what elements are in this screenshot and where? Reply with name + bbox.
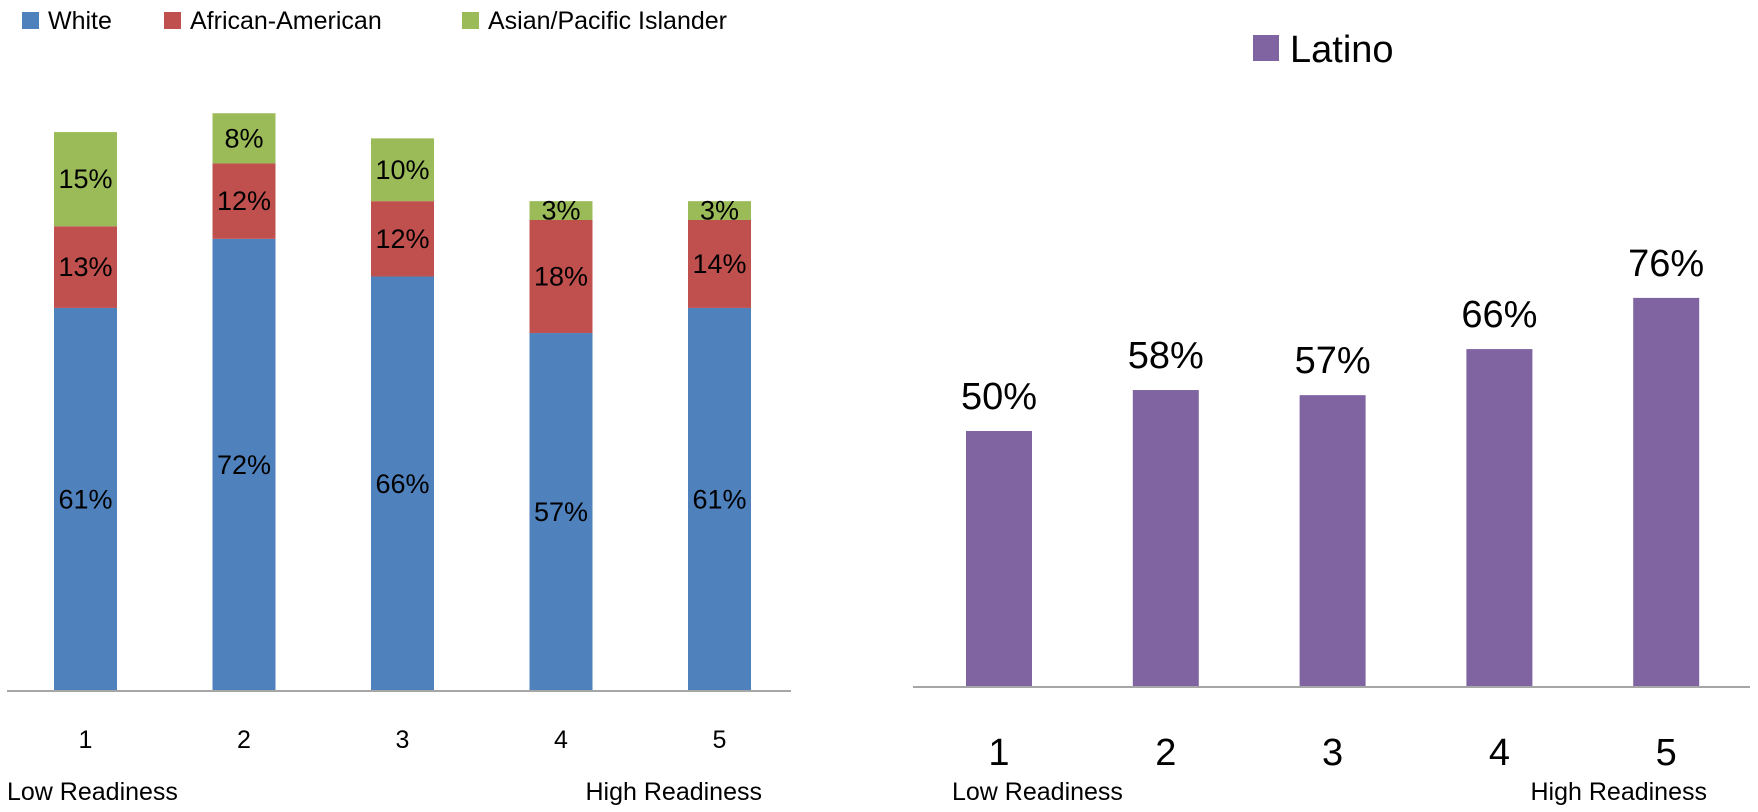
data-label-latino-3: 57%: [1295, 340, 1371, 382]
bar-white-5: [688, 307, 751, 691]
x-tick-label-1: 1: [988, 732, 1009, 774]
data-label-african-american-1: 13%: [58, 252, 112, 282]
bar-latino-1: [966, 431, 1032, 687]
data-label-asian-pacific-islander-5: 3%: [700, 196, 739, 226]
x-tick-label-4: 4: [1489, 732, 1510, 774]
legend-label-white: White: [48, 7, 112, 35]
data-label-asian-pacific-islander-2: 8%: [224, 123, 263, 153]
bar-african-american-5: [688, 220, 751, 308]
bar-asian-pacific-islander-3: [371, 138, 434, 202]
data-label-asian-pacific-islander-4: 3%: [541, 196, 580, 226]
x-axis-high-label: High Readiness: [586, 778, 763, 806]
bar-asian-pacific-islander-2: [212, 113, 276, 164]
legend-label-african-american: African-American: [190, 7, 382, 35]
bars: 61% 13% 15% 72% 12% 8% 66% 12% 10% 57% 18% 3% 61% 14%…: [54, 113, 751, 691]
legend: White African-American Asian/Pacific Isl…: [22, 7, 727, 35]
x-axis-low-label: Low Readiness: [7, 778, 178, 806]
data-label-latino-1: 50%: [961, 376, 1037, 418]
bar-white-2: [212, 238, 276, 691]
bar-asian-pacific-islander-5: [688, 201, 751, 220]
data-label-asian-pacific-islander-3: 10%: [375, 155, 429, 185]
bar-latino-4: [1466, 349, 1533, 687]
x-tick-label-3: 3: [396, 726, 410, 754]
x-tick-label-2: 2: [1155, 732, 1176, 774]
data-label-white-3: 66%: [375, 469, 429, 499]
x-axis-low-label: Low Readiness: [952, 778, 1123, 806]
data-label-white-1: 61%: [58, 484, 112, 514]
x-tick-label-1: 1: [79, 726, 93, 754]
x-tick-label-2: 2: [237, 726, 251, 754]
legend: Latino: [1253, 29, 1394, 71]
bar-asian-pacific-islander-4: [529, 201, 593, 220]
data-label-white-4: 57%: [534, 497, 588, 527]
bar-african-american-3: [371, 201, 434, 277]
x-tick-labels: 1 2 3 4 5: [79, 726, 727, 754]
data-label-white-5: 61%: [692, 484, 746, 514]
legend-swatch-latino: [1253, 35, 1279, 61]
data-label-african-american-3: 12%: [375, 224, 429, 254]
bar-latino-3: [1299, 395, 1366, 687]
data-label-white-2: 72%: [217, 450, 271, 480]
x-tick-label-5: 5: [1656, 732, 1677, 774]
bars: 50% 58% 57% 66% 76%: [961, 243, 1704, 687]
stacked-bar-chart: White African-American Asian/Pacific Isl…: [7, 7, 791, 806]
x-tick-label-3: 3: [1322, 732, 1343, 774]
x-axis-high-label: High Readiness: [1531, 778, 1708, 806]
legend-swatch-asian-pacific-islander: [462, 12, 479, 29]
x-tick-labels: 1 2 3 4 5: [988, 732, 1676, 774]
bar-latino-5: [1633, 297, 1700, 687]
legend-swatch-white: [22, 12, 39, 29]
data-label-latino-5: 76%: [1628, 243, 1704, 285]
bar-asian-pacific-islander-1: [54, 132, 117, 227]
data-label-african-american-5: 14%: [692, 249, 746, 279]
data-label-asian-pacific-islander-1: 15%: [58, 164, 112, 194]
bar-african-american-2: [212, 163, 276, 239]
data-label-african-american-4: 18%: [534, 262, 588, 292]
x-tick-label-5: 5: [713, 726, 727, 754]
bar-white-1: [54, 307, 117, 691]
latino-bar-chart: Latino 50% 58% 57% 66% 76% 1 2 3 4 5 Low Readine…: [913, 29, 1750, 806]
data-label-african-american-2: 12%: [217, 186, 271, 216]
legend-swatch-african-american: [164, 12, 181, 29]
x-tick-label-4: 4: [554, 726, 568, 754]
bar-african-american-1: [54, 226, 117, 308]
bar-white-3: [371, 276, 434, 691]
bar-african-american-4: [529, 220, 593, 334]
legend-label-latino: Latino: [1290, 29, 1394, 71]
bar-latino-2: [1132, 390, 1199, 687]
legend-label-asian-pacific-islander: Asian/Pacific Islander: [488, 7, 727, 35]
data-label-latino-4: 66%: [1461, 294, 1537, 336]
bar-white-4: [529, 333, 593, 691]
data-label-latino-2: 58%: [1128, 335, 1204, 377]
